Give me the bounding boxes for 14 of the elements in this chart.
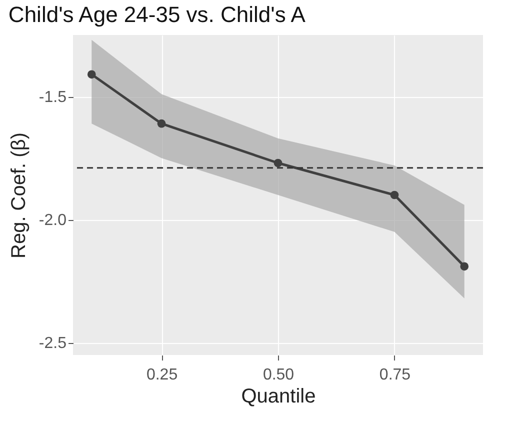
- point: [460, 262, 469, 271]
- y-tick-label: -1.5: [38, 89, 67, 106]
- x-tick-label: 0.25: [146, 366, 178, 384]
- y-tick-label: -2.5: [38, 335, 67, 352]
- point: [274, 158, 282, 168]
- y-axis-title: Reg. Coef. (β): [8, 132, 30, 258]
- x-tick-label: 0.75: [379, 366, 411, 384]
- y-tick-label: -2.0: [38, 212, 67, 230]
- x-tick-label: 0.50: [262, 366, 294, 384]
- point: [390, 190, 399, 200]
- point: [157, 119, 166, 128]
- x-axis-title: Quantile: [241, 386, 316, 408]
- chart-title: Child's Age 24-35 vs. Child's A: [8, 2, 306, 27]
- point: [87, 70, 96, 79]
